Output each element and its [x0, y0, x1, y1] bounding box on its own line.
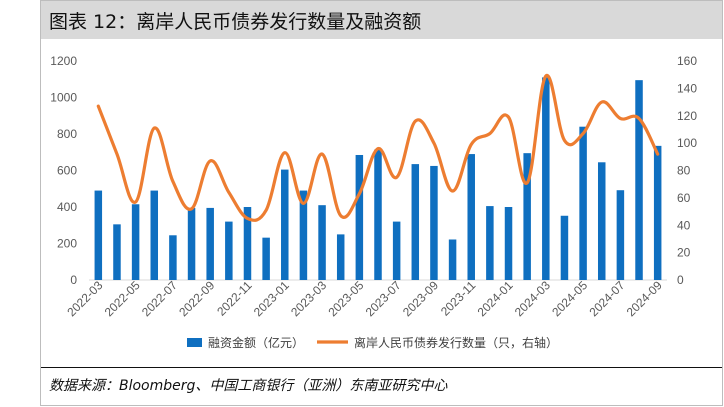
right-tick-label: 60 [677, 191, 691, 205]
bar [225, 221, 233, 280]
bar [542, 77, 550, 280]
bar [243, 207, 252, 280]
right-tick-label: 0 [677, 273, 684, 287]
bar [560, 215, 569, 280]
bar [150, 190, 159, 280]
left-tick-label: 600 [57, 164, 77, 178]
x-tick-label: 2024-05 [549, 278, 590, 319]
legend-bar-swatch [187, 338, 202, 347]
right-axis: 0 20 40 60 80 100 120 140 160 [677, 54, 697, 287]
left-tick-label: 0 [70, 273, 77, 287]
x-tick-label: 2023-11 [438, 278, 479, 319]
left-tick-label: 400 [57, 200, 77, 214]
x-tick-label: 2023-07 [363, 278, 404, 319]
bar [336, 234, 345, 281]
bar [523, 153, 531, 280]
source-note: 数据来源：Bloomberg、中国工商银行（亚洲）东南亚研究中心 [49, 378, 448, 394]
bar [187, 207, 196, 280]
title-bar: 图表 12：离岸人民币债券发行数量及融资额 [41, 1, 722, 39]
x-tick-label: 2024-07 [586, 278, 627, 319]
legend-bar-label: 融资金额（亿元） [208, 335, 304, 350]
bar [448, 239, 457, 280]
footer-divider [41, 367, 722, 368]
bar [486, 206, 494, 280]
left-tick-label: 1200 [50, 54, 77, 68]
x-tick-label: 2023-01 [251, 278, 292, 319]
bar [94, 190, 103, 280]
left-tick-label: 800 [57, 127, 77, 141]
bar [262, 237, 270, 280]
right-tick-label: 160 [677, 54, 697, 68]
right-tick-label: 100 [677, 136, 697, 150]
right-tick-label: 140 [677, 81, 697, 95]
figure-frame: 图表 12：离岸人民币债券发行数量及融资额 0 200 400 600 800 1000 1… [40, 0, 723, 406]
x-tick-label: 2023-09 [400, 278, 441, 319]
bar [579, 126, 587, 280]
left-tick-label: 200 [57, 237, 77, 251]
legend-line-label: 离岸人民币债券发行数量（只，右轴） [354, 335, 558, 350]
bar [169, 235, 177, 280]
bar [281, 169, 289, 280]
right-tick-label: 80 [677, 164, 691, 178]
x-axis: 2022-032022-052022-072022-092022-112023-… [64, 278, 665, 319]
bar [430, 165, 438, 280]
chart: 0 200 400 600 800 1000 1200 0 20 40 60 80 100 120 140… [50, 54, 697, 350]
bar [206, 207, 214, 280]
bar-series [94, 77, 662, 281]
bar [355, 154, 364, 280]
bar [113, 224, 121, 280]
bar [597, 162, 606, 280]
right-tick-label: 40 [677, 218, 691, 232]
bar [504, 207, 513, 280]
bar [131, 204, 140, 280]
bar [616, 190, 625, 280]
x-tick-label: 2024-09 [624, 278, 665, 319]
x-tick-label: 2024-03 [512, 278, 553, 319]
bar [467, 154, 475, 280]
right-tick-label: 20 [677, 246, 691, 260]
legend: 融资金额（亿元） 离岸人民币债券发行数量（只，右轴） [187, 335, 558, 350]
x-tick-label: 2022-05 [102, 278, 143, 319]
bar [411, 164, 420, 280]
bar [299, 190, 308, 280]
x-tick-label: 2022-07 [139, 278, 180, 319]
x-tick-label: 2022-11 [214, 278, 255, 319]
left-axis: 0 200 400 600 800 1000 1200 [50, 54, 77, 287]
line-series [96, 74, 660, 222]
x-tick-label: 2024-01 [475, 278, 516, 319]
figure-title: 图表 12：离岸人民币债券发行数量及融资额 [49, 11, 422, 33]
bar [653, 145, 662, 280]
bar [392, 221, 401, 280]
x-tick-label: 2023-03 [288, 278, 329, 319]
bar [635, 80, 643, 280]
bar [374, 149, 382, 280]
x-tick-label: 2023-05 [325, 278, 366, 319]
bar [318, 205, 326, 280]
right-tick-label: 120 [677, 109, 697, 123]
x-tick-label: 2022-09 [176, 278, 217, 319]
left-tick-label: 1000 [50, 91, 77, 105]
